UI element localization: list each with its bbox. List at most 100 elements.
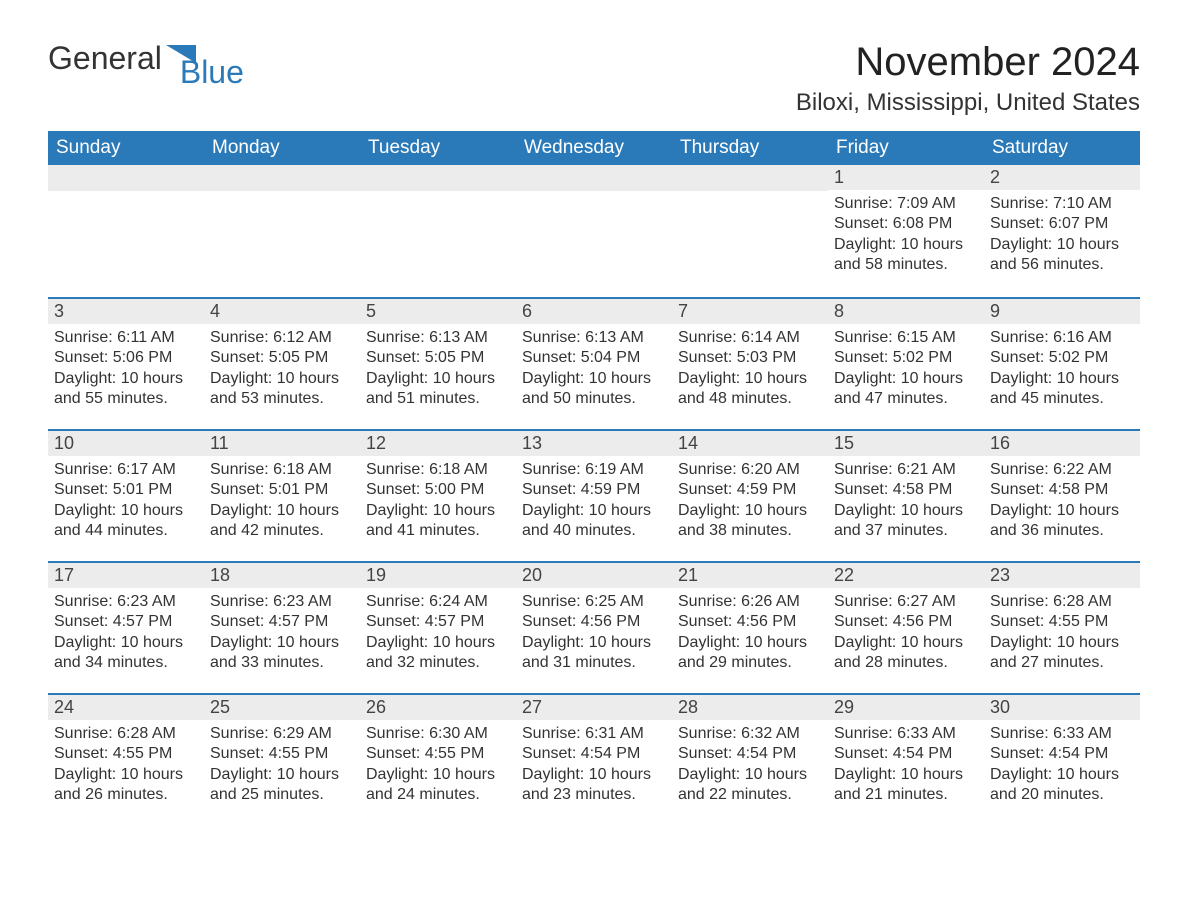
sunset-line: Sunset: 4:55 PM	[366, 744, 510, 764]
day-details: Sunrise: 6:19 AMSunset: 4:59 PMDaylight:…	[516, 456, 672, 546]
calendar-cell: 22Sunrise: 6:27 AMSunset: 4:56 PMDayligh…	[828, 561, 984, 693]
daylight-line: Daylight: 10 hours and 47 minutes.	[834, 369, 978, 410]
calendar-cell: 5Sunrise: 6:13 AMSunset: 5:05 PMDaylight…	[360, 297, 516, 429]
calendar-cell: 6Sunrise: 6:13 AMSunset: 5:04 PMDaylight…	[516, 297, 672, 429]
sunset-line: Sunset: 5:05 PM	[366, 348, 510, 368]
day-number: 21	[672, 561, 828, 588]
sunrise-line: Sunrise: 6:25 AM	[522, 592, 666, 612]
day-number: 23	[984, 561, 1140, 588]
calendar-cell: 24Sunrise: 6:28 AMSunset: 4:55 PMDayligh…	[48, 693, 204, 825]
sunrise-line: Sunrise: 6:30 AM	[366, 724, 510, 744]
calendar-cell	[516, 165, 672, 297]
sunrise-line: Sunrise: 6:22 AM	[990, 460, 1134, 480]
sunrise-line: Sunrise: 6:23 AM	[210, 592, 354, 612]
day-details: Sunrise: 6:30 AMSunset: 4:55 PMDaylight:…	[360, 720, 516, 810]
day-number: 6	[516, 297, 672, 324]
day-details: Sunrise: 6:25 AMSunset: 4:56 PMDaylight:…	[516, 588, 672, 678]
calendar-cell: 9Sunrise: 6:16 AMSunset: 5:02 PMDaylight…	[984, 297, 1140, 429]
day-number: 10	[48, 429, 204, 456]
empty-day	[204, 165, 360, 191]
sunset-line: Sunset: 5:04 PM	[522, 348, 666, 368]
daylight-line: Daylight: 10 hours and 32 minutes.	[366, 633, 510, 674]
day-details: Sunrise: 6:12 AMSunset: 5:05 PMDaylight:…	[204, 324, 360, 414]
day-number: 27	[516, 693, 672, 720]
sunset-line: Sunset: 4:54 PM	[678, 744, 822, 764]
day-details: Sunrise: 6:20 AMSunset: 4:59 PMDaylight:…	[672, 456, 828, 546]
sunset-line: Sunset: 4:58 PM	[834, 480, 978, 500]
day-details: Sunrise: 6:29 AMSunset: 4:55 PMDaylight:…	[204, 720, 360, 810]
sunset-line: Sunset: 4:57 PM	[210, 612, 354, 632]
day-number: 12	[360, 429, 516, 456]
daylight-line: Daylight: 10 hours and 29 minutes.	[678, 633, 822, 674]
sunrise-line: Sunrise: 6:17 AM	[54, 460, 198, 480]
sunset-line: Sunset: 4:54 PM	[522, 744, 666, 764]
day-details: Sunrise: 6:16 AMSunset: 5:02 PMDaylight:…	[984, 324, 1140, 414]
calendar-cell: 23Sunrise: 6:28 AMSunset: 4:55 PMDayligh…	[984, 561, 1140, 693]
daylight-line: Daylight: 10 hours and 28 minutes.	[834, 633, 978, 674]
sunset-line: Sunset: 4:55 PM	[54, 744, 198, 764]
daylight-line: Daylight: 10 hours and 44 minutes.	[54, 501, 198, 542]
day-details: Sunrise: 6:14 AMSunset: 5:03 PMDaylight:…	[672, 324, 828, 414]
calendar-cell: 28Sunrise: 6:32 AMSunset: 4:54 PMDayligh…	[672, 693, 828, 825]
calendar-cell	[48, 165, 204, 297]
daylight-line: Daylight: 10 hours and 42 minutes.	[210, 501, 354, 542]
day-details: Sunrise: 6:31 AMSunset: 4:54 PMDaylight:…	[516, 720, 672, 810]
sunset-line: Sunset: 5:01 PM	[54, 480, 198, 500]
day-number: 8	[828, 297, 984, 324]
sunset-line: Sunset: 4:58 PM	[990, 480, 1134, 500]
empty-day	[48, 165, 204, 191]
day-details: Sunrise: 6:26 AMSunset: 4:56 PMDaylight:…	[672, 588, 828, 678]
day-number: 28	[672, 693, 828, 720]
day-details: Sunrise: 6:18 AMSunset: 5:00 PMDaylight:…	[360, 456, 516, 546]
weekday-header: Monday	[204, 131, 360, 165]
day-details: Sunrise: 6:27 AMSunset: 4:56 PMDaylight:…	[828, 588, 984, 678]
daylight-line: Daylight: 10 hours and 41 minutes.	[366, 501, 510, 542]
sunset-line: Sunset: 5:05 PM	[210, 348, 354, 368]
calendar-table: SundayMondayTuesdayWednesdayThursdayFrid…	[48, 131, 1140, 825]
day-number: 19	[360, 561, 516, 588]
day-details: Sunrise: 6:18 AMSunset: 5:01 PMDaylight:…	[204, 456, 360, 546]
sunrise-line: Sunrise: 6:20 AM	[678, 460, 822, 480]
brand-logo: General Blue	[48, 40, 262, 77]
calendar-cell: 17Sunrise: 6:23 AMSunset: 4:57 PMDayligh…	[48, 561, 204, 693]
calendar-cell: 7Sunrise: 6:14 AMSunset: 5:03 PMDaylight…	[672, 297, 828, 429]
daylight-line: Daylight: 10 hours and 53 minutes.	[210, 369, 354, 410]
day-number: 20	[516, 561, 672, 588]
calendar-cell: 1Sunrise: 7:09 AMSunset: 6:08 PMDaylight…	[828, 165, 984, 297]
day-details: Sunrise: 6:21 AMSunset: 4:58 PMDaylight:…	[828, 456, 984, 546]
calendar-cell: 18Sunrise: 6:23 AMSunset: 4:57 PMDayligh…	[204, 561, 360, 693]
day-details: Sunrise: 6:32 AMSunset: 4:54 PMDaylight:…	[672, 720, 828, 810]
day-number: 30	[984, 693, 1140, 720]
daylight-line: Daylight: 10 hours and 58 minutes.	[834, 235, 978, 276]
day-number: 22	[828, 561, 984, 588]
sunrise-line: Sunrise: 6:14 AM	[678, 328, 822, 348]
day-details: Sunrise: 6:13 AMSunset: 5:04 PMDaylight:…	[516, 324, 672, 414]
day-details: Sunrise: 6:17 AMSunset: 5:01 PMDaylight:…	[48, 456, 204, 546]
day-number: 9	[984, 297, 1140, 324]
sunset-line: Sunset: 5:02 PM	[834, 348, 978, 368]
calendar-cell	[360, 165, 516, 297]
sunset-line: Sunset: 4:55 PM	[990, 612, 1134, 632]
day-details: Sunrise: 6:23 AMSunset: 4:57 PMDaylight:…	[48, 588, 204, 678]
sunrise-line: Sunrise: 6:12 AM	[210, 328, 354, 348]
calendar-week: 24Sunrise: 6:28 AMSunset: 4:55 PMDayligh…	[48, 693, 1140, 825]
day-number: 13	[516, 429, 672, 456]
sunrise-line: Sunrise: 6:18 AM	[210, 460, 354, 480]
daylight-line: Daylight: 10 hours and 25 minutes.	[210, 765, 354, 806]
daylight-line: Daylight: 10 hours and 56 minutes.	[990, 235, 1134, 276]
sunrise-line: Sunrise: 6:33 AM	[834, 724, 978, 744]
day-number: 15	[828, 429, 984, 456]
sunrise-line: Sunrise: 6:28 AM	[54, 724, 198, 744]
day-details: Sunrise: 6:33 AMSunset: 4:54 PMDaylight:…	[984, 720, 1140, 810]
daylight-line: Daylight: 10 hours and 40 minutes.	[522, 501, 666, 542]
day-number: 26	[360, 693, 516, 720]
day-number: 7	[672, 297, 828, 324]
day-number: 11	[204, 429, 360, 456]
page-title: November 2024	[855, 40, 1140, 85]
weekday-header: Sunday	[48, 131, 204, 165]
sunset-line: Sunset: 4:59 PM	[522, 480, 666, 500]
day-number: 3	[48, 297, 204, 324]
daylight-line: Daylight: 10 hours and 21 minutes.	[834, 765, 978, 806]
day-details: Sunrise: 6:11 AMSunset: 5:06 PMDaylight:…	[48, 324, 204, 414]
calendar-cell: 13Sunrise: 6:19 AMSunset: 4:59 PMDayligh…	[516, 429, 672, 561]
